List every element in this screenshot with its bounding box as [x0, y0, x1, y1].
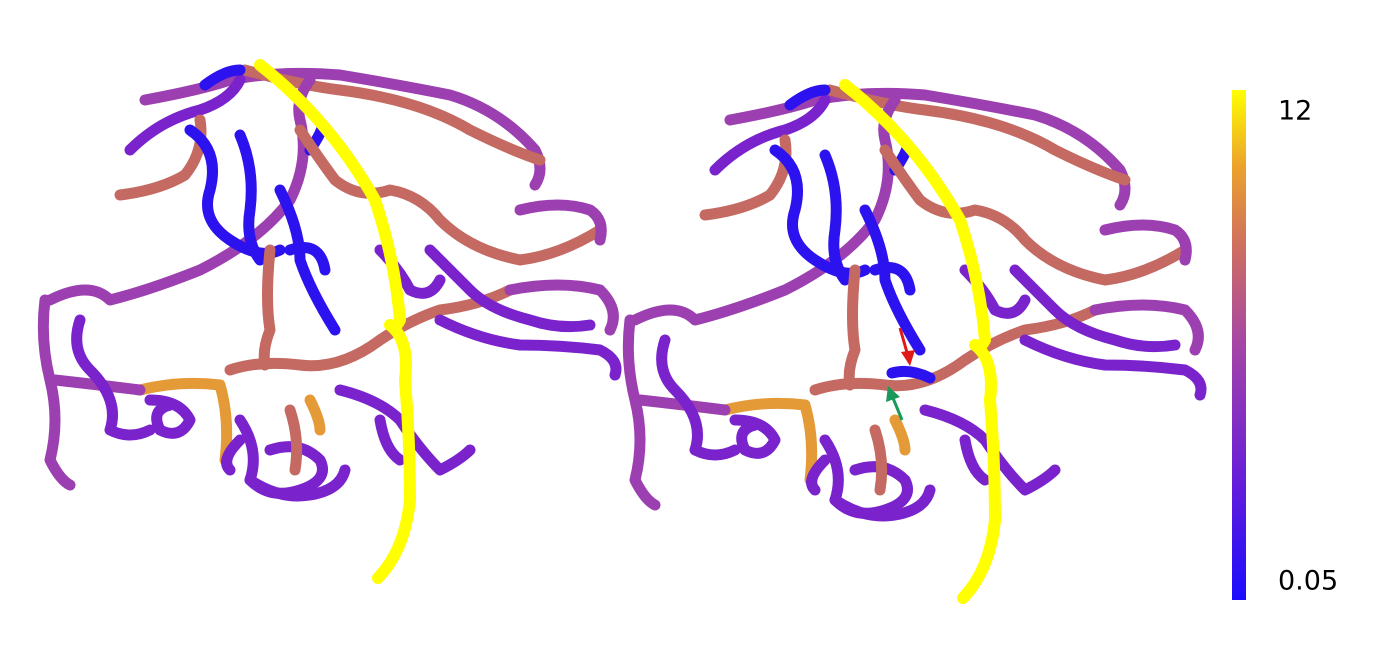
green-arrow	[886, 386, 904, 421]
highlighted-segment	[886, 365, 936, 384]
colorbar-min-label: 0.05	[1278, 566, 1338, 597]
vessel-network-right	[628, 85, 1201, 598]
colorbar-max-label: 12	[1278, 96, 1312, 127]
colorbar	[1232, 90, 1246, 600]
vessel-network-left	[43, 65, 616, 578]
red-arrow	[898, 327, 915, 366]
